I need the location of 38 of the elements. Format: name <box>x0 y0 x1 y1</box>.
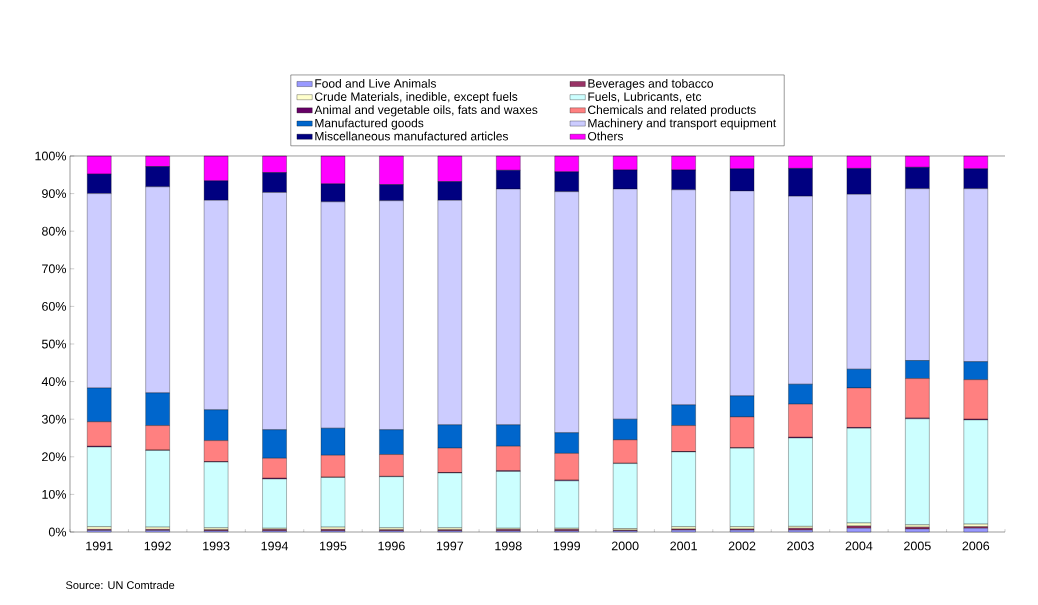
y-tick-label: 60% <box>42 301 67 311</box>
legend-label: Animal and vegetable oils, fats and waxes <box>314 105 538 117</box>
legend-label: Manufactured goods <box>315 118 424 130</box>
y-tick-label: 40% <box>41 377 67 387</box>
legend-label: Miscellaneous manufactured articles <box>315 131 509 141</box>
x-tick-label: 1995 <box>320 541 347 551</box>
x-tick-label: 1997 <box>436 541 464 551</box>
y-tick-label: 10% <box>42 489 67 499</box>
y-tick-label: 20% <box>42 452 67 462</box>
x-tick-label: 1996 <box>378 541 405 551</box>
y-tick-label: 100% <box>35 151 67 161</box>
y-tick-label: 80% <box>42 226 67 236</box>
legend-label: Fuels, Lubricants, etc <box>588 92 702 103</box>
x-tick-label: 2006 <box>962 541 990 551</box>
y-tick-label: 30% <box>41 414 67 424</box>
y-tick-label: 70% <box>42 264 67 274</box>
x-tick-label: 1992 <box>144 541 171 551</box>
x-tick-label: 1993 <box>203 541 230 551</box>
legend-label: Beverages and tobacco <box>588 78 714 91</box>
y-tick-label: 0% <box>48 527 67 537</box>
x-tick-label: 2000 <box>611 541 639 551</box>
x-tick-label: 2001 <box>670 541 697 551</box>
x-tick-label: 2004 <box>845 541 873 551</box>
x-tick-label: 1994 <box>261 541 289 551</box>
legend-label: Machinery and transport equipment <box>588 118 777 130</box>
legend-label: Crude Materials, inedible, except fuels <box>315 92 518 104</box>
x-tick-label: 1998 <box>495 541 522 551</box>
legend-label: Food and Live Animals <box>315 78 436 88</box>
x-tick-label: 1991 <box>86 541 113 551</box>
x-tick-label: 2005 <box>904 541 931 551</box>
y-tick-label: 50% <box>41 339 67 349</box>
x-tick-label: 2002 <box>728 541 756 551</box>
x-tick-label: 2003 <box>787 541 814 551</box>
legend-label: Chemicals and related products <box>588 105 756 117</box>
legend-label: Others <box>588 131 624 141</box>
source-note: Source: UN Comtrade <box>66 580 175 590</box>
y-tick-label: 90% <box>42 189 67 199</box>
x-tick-label: 1999 <box>553 541 581 551</box>
